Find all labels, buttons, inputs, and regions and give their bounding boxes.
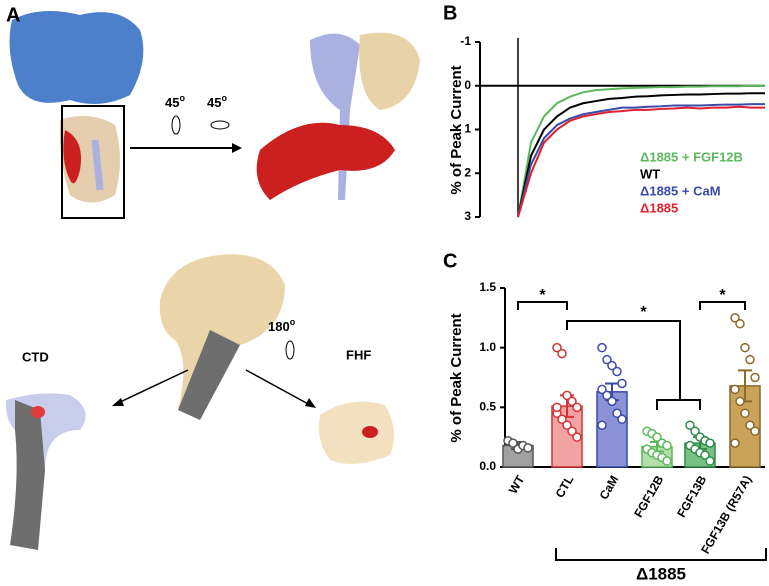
data-point [557, 414, 567, 425]
legend-entry: Δ1885 + CaM [640, 183, 721, 198]
panel-label: A [6, 4, 20, 26]
y-tick-label: 0 [464, 78, 471, 92]
data-point [602, 390, 612, 401]
data-point [617, 414, 627, 425]
x-tick-label: CTL [553, 473, 577, 500]
x-tick-label: WT [506, 473, 528, 497]
data-point [740, 342, 750, 353]
y-tick-label: 1.0 [479, 340, 496, 354]
data-point [750, 372, 760, 383]
data-point [562, 390, 572, 401]
panel-label: C [443, 250, 457, 272]
data-point [690, 426, 700, 436]
data-point [552, 402, 562, 413]
data-point [705, 438, 715, 448]
data-point [597, 384, 607, 395]
significance: * [640, 304, 647, 321]
rotation-label: 45o [165, 93, 185, 110]
legend-entry: Δ1885 [640, 200, 678, 215]
data-point [523, 443, 533, 453]
panel-label: B [443, 2, 457, 24]
significance: * [719, 287, 726, 304]
data-point [597, 420, 607, 430]
data-point [662, 456, 672, 466]
x-tick-label: FGF12B [631, 473, 666, 520]
trace [517, 105, 765, 218]
data-point [730, 313, 740, 323]
y-axis-label: % of Peak Current [448, 313, 465, 442]
data-point [700, 450, 710, 460]
y-tick-label: 0.5 [479, 400, 496, 414]
trace [517, 92, 765, 218]
data-point [567, 396, 577, 407]
y-tick-label: 3 [464, 209, 471, 223]
data-point [705, 456, 715, 466]
data-point [552, 342, 562, 353]
data-point [602, 354, 612, 365]
sig-bracket [517, 301, 746, 410]
data-point [557, 348, 567, 359]
data-point [572, 402, 582, 413]
data-point [597, 342, 607, 353]
y-tick-label: 1.5 [479, 280, 496, 294]
y-tick-label: 0.0 [479, 459, 496, 473]
trace [517, 103, 765, 218]
data-point [567, 426, 577, 436]
legend-entry: WT [640, 166, 660, 181]
x-tick-label: FGF13B [674, 473, 709, 520]
legend-entry: Δ1885 + FGF12B [640, 149, 743, 164]
data-point [607, 396, 617, 407]
y-tick-label: 2 [464, 165, 471, 179]
rotation-label: 45o [207, 93, 227, 110]
data-point [652, 432, 662, 442]
data-point [745, 354, 755, 365]
data-point [740, 408, 750, 419]
rotation-label: 180o [268, 317, 296, 334]
data-point [745, 420, 755, 430]
structure-art [5, 11, 420, 550]
data-point [735, 319, 745, 329]
data-point [562, 420, 572, 430]
data-point [612, 366, 622, 377]
bar [729, 385, 761, 468]
data-point [662, 440, 672, 451]
data-point [617, 378, 627, 389]
significance: * [539, 287, 546, 304]
data-point [572, 432, 582, 442]
view-label: FHF [346, 347, 371, 362]
data-point [730, 438, 740, 448]
y-axis-label: % of Peak Current [448, 65, 465, 194]
data-point [607, 360, 617, 371]
data-point [735, 396, 745, 407]
x-tick-label: CaM [597, 473, 622, 502]
data-point [508, 438, 518, 448]
trace [517, 84, 765, 218]
group-bracket [555, 548, 767, 561]
x-tick-label: FGF13B (R57A) [698, 473, 754, 556]
view-label: CTD [22, 349, 49, 364]
group-label: Δ1885 [636, 564, 686, 583]
y-tick-label: 1 [464, 122, 471, 136]
data-point [750, 426, 760, 436]
data-point [730, 384, 740, 395]
data-point [612, 408, 622, 419]
data-point [685, 420, 695, 430]
y-tick-label: -1 [460, 34, 471, 48]
